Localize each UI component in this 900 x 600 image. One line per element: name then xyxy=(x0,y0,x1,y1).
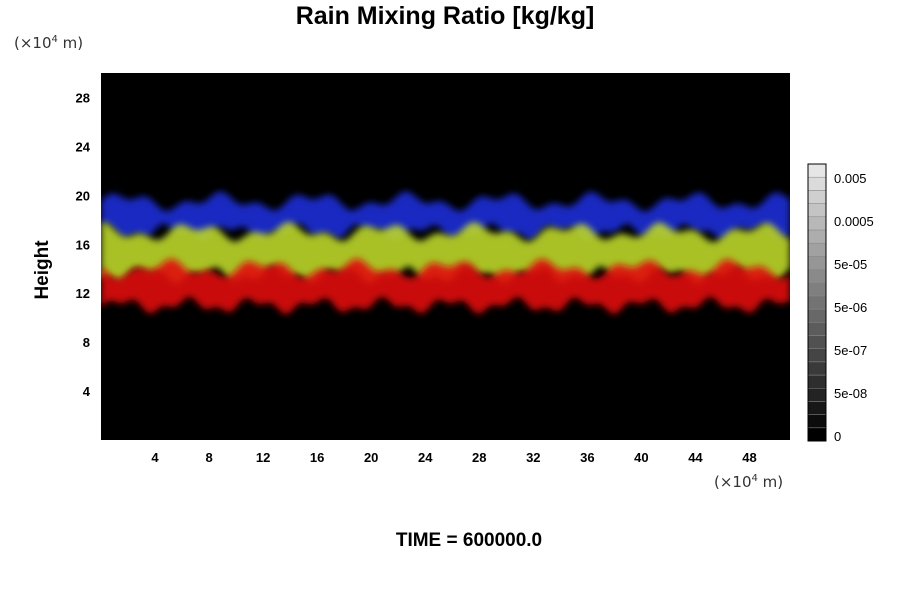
y-tick-label: 24 xyxy=(76,139,91,154)
colorbar-swatch xyxy=(807,427,827,442)
colorbar-swatch xyxy=(807,190,827,204)
colorbar-swatch xyxy=(807,374,827,389)
colorbar-frame xyxy=(807,163,827,442)
y-tick-label: 28 xyxy=(76,90,90,105)
y-tick-label: 16 xyxy=(76,237,90,252)
x-tick-label: 8 xyxy=(205,450,212,465)
y-unit-exponent: 4 xyxy=(51,34,58,45)
y-tick-group: 4 8 12 16 20 24 28 xyxy=(76,90,91,399)
y-tick-label: 20 xyxy=(76,188,90,203)
colorbar-tick-label: 5e-06 xyxy=(834,300,867,315)
x-tick-label: 16 xyxy=(310,450,324,465)
colorbar-swatch xyxy=(807,229,827,244)
colorbar-swatch xyxy=(807,348,827,363)
y-unit-suffix: m) xyxy=(57,34,84,52)
field-layer xyxy=(101,191,790,315)
colorbar-tick-label: 5e-07 xyxy=(834,343,867,358)
colorbar: 0.005 0.0005 5e-05 5e-06 5e-07 5e-08 0 xyxy=(807,163,874,444)
y-unit-prefix: (×10 xyxy=(14,34,52,52)
colorbar-tick-label: 5e-08 xyxy=(834,386,867,401)
time-label: TIME = 600000.0 xyxy=(395,530,543,551)
x-tick-label: 12 xyxy=(256,450,270,465)
x-tick-label: 48 xyxy=(742,450,756,465)
colorbar-swatch xyxy=(807,295,827,310)
x-axis-unit: (×104 m) xyxy=(714,473,783,491)
colorbar-tick-label: 5e-05 xyxy=(834,257,867,272)
y-tick-label: 12 xyxy=(76,286,90,301)
colorbar-tick-label: 0.0005 xyxy=(834,214,874,229)
x-tick-label: 24 xyxy=(418,450,433,465)
colorbar-swatch xyxy=(807,269,827,283)
colorbar-swatch xyxy=(807,414,827,429)
x-unit-prefix: (×10 xyxy=(714,473,752,491)
colorbar-swatch xyxy=(807,176,827,191)
x-tick-label: 36 xyxy=(580,450,594,465)
colorbar-tick-label: 0 xyxy=(834,429,841,444)
y-axis-unit: (×104 m) xyxy=(14,34,83,52)
colorbar-swatch xyxy=(807,401,827,415)
y-tick-label: 8 xyxy=(83,335,90,350)
x-unit-suffix: m) xyxy=(757,473,784,491)
x-tick-label: 20 xyxy=(364,450,378,465)
y-tick-label: 4 xyxy=(83,384,91,399)
colorbar-swatch xyxy=(807,282,827,297)
x-tick-group: 4 8 12 16 20 24 28 32 36 40 44 48 xyxy=(151,450,756,465)
x-tick-label: 32 xyxy=(526,450,540,465)
colorbar-swatch xyxy=(807,308,827,323)
colorbar-tick-label: 0.005 xyxy=(834,171,867,186)
x-unit-exponent: 4 xyxy=(751,473,758,484)
colorbar-swatch xyxy=(807,361,827,376)
colorbar-swatch xyxy=(807,203,827,218)
colorbar-swatch xyxy=(807,387,827,402)
x-tick-label: 44 xyxy=(688,450,703,465)
colorbar-swatch xyxy=(807,335,827,349)
x-tick-label: 4 xyxy=(151,450,159,465)
x-tick-label: 40 xyxy=(634,450,648,465)
field-band xyxy=(101,258,790,315)
colorbar-swatch xyxy=(807,216,827,231)
field-band xyxy=(101,191,790,241)
colorbar-swatch xyxy=(807,256,827,270)
colorbar-swatch xyxy=(807,163,827,178)
x-tick-label: 28 xyxy=(472,450,486,465)
colorbar-swatch xyxy=(807,322,827,336)
colorbar-swatch xyxy=(807,242,827,257)
chart-title: Rain Mixing Ratio [kg/kg] xyxy=(295,2,595,30)
